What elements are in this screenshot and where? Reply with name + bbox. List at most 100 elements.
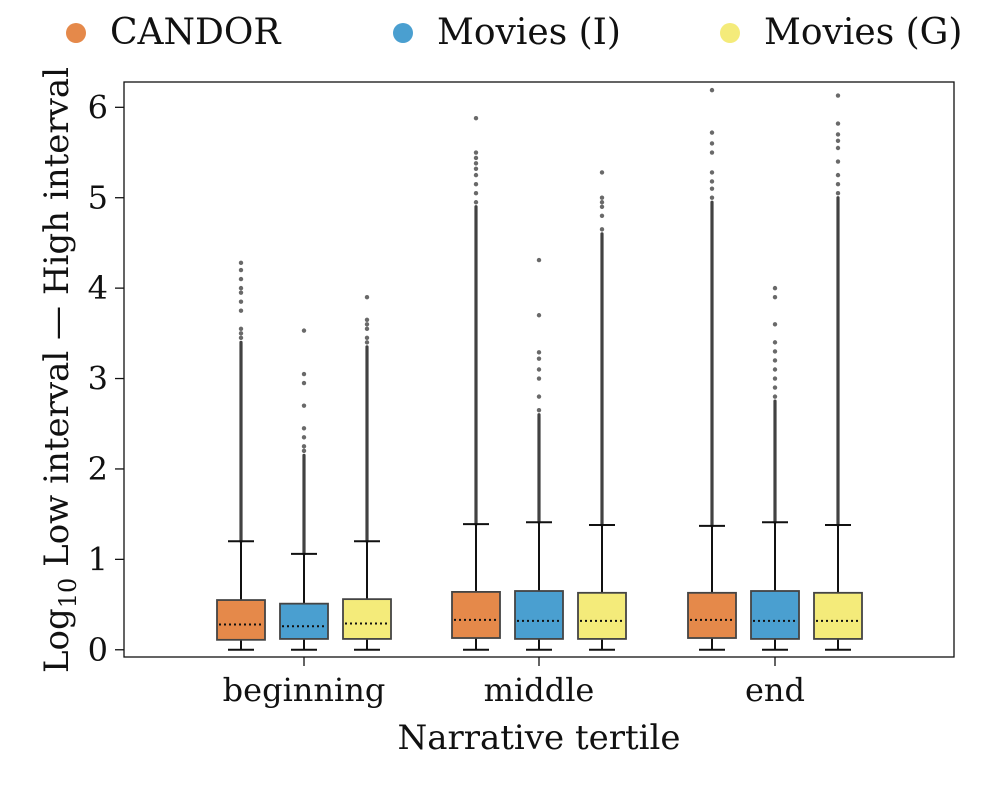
outlier-point (473, 166, 479, 171)
iqr-box (216, 599, 266, 641)
legend-marker-candor (66, 22, 86, 43)
y-axis-title-log: Log (37, 608, 77, 673)
outlier-point (301, 328, 307, 333)
outlier-point (301, 435, 307, 440)
y-tick-label: 1 (88, 540, 108, 578)
box-candor-middle (451, 115, 501, 651)
outlier-point (772, 340, 778, 345)
iqr-box (342, 598, 392, 640)
x-tick-label-beginning: beginning (223, 671, 386, 709)
outlier-point (835, 93, 841, 98)
outlier-point (301, 426, 307, 431)
outlier-point (238, 331, 244, 336)
outlier-point (473, 155, 479, 161)
outlier-point (364, 317, 370, 322)
y-axis-title-rest: Low interval — High interval (37, 67, 77, 578)
outlier-point (835, 172, 841, 178)
legend-label-movies-g: Movies (G) (764, 12, 963, 53)
iqr-box (514, 590, 564, 640)
outlier-point (473, 115, 479, 121)
outlier-point (364, 340, 370, 345)
outlier-point (709, 87, 715, 93)
outlier-point (835, 138, 841, 143)
outlier-point (238, 326, 244, 332)
y-tick-label: 2 (88, 450, 108, 488)
outlier-point (473, 150, 479, 155)
outlier-point (709, 179, 715, 184)
outlier-point (709, 186, 715, 191)
outlier-point (473, 181, 479, 187)
box-movies-g-end (813, 93, 863, 651)
legend-label-candor: CANDOR (110, 12, 281, 53)
outlier-point (536, 350, 542, 355)
x-tick-label-middle: middle (484, 671, 595, 709)
outlier-point (364, 294, 370, 300)
outlier-point (238, 260, 244, 266)
outlier-point (536, 376, 542, 381)
outlier-point (364, 335, 370, 341)
outlier-point (536, 356, 542, 361)
outlier-point (599, 204, 605, 209)
y-tick-label: 5 (88, 179, 108, 217)
outlier-point (709, 130, 715, 135)
outlier-point (301, 448, 307, 454)
legend-item-movies-g: Movies (G) (720, 12, 962, 53)
box-candor-beginning (216, 260, 266, 651)
box-movies-i-middle (514, 257, 564, 651)
outlier-point (301, 371, 307, 377)
outlier-point (772, 322, 778, 327)
iqr-box (577, 591, 627, 640)
outlier-point (835, 121, 841, 126)
outlier-point (238, 290, 244, 295)
legend-label-movies-i: Movies (I) (437, 12, 621, 53)
outlier-point (473, 161, 479, 166)
box-candor-end (687, 87, 737, 651)
outlier-point (835, 159, 841, 164)
outlier-point (536, 257, 542, 263)
outlier-point (709, 170, 715, 175)
outlier-point (536, 394, 542, 399)
outlier-point (238, 335, 244, 341)
outlier-point (301, 444, 307, 449)
legend-item-movies-i: Movies (I) (393, 12, 621, 53)
outlier-point (772, 376, 778, 381)
outlier-point (238, 299, 244, 304)
outlier-point (238, 267, 244, 273)
outlier-point (709, 150, 715, 155)
legend-item-candor: CANDOR (66, 12, 281, 53)
outlier-point (599, 200, 605, 205)
outlier-point (364, 326, 370, 332)
y-tick-label: 0 (88, 631, 108, 669)
outlier-point (772, 385, 778, 390)
y-tick-label: 6 (88, 88, 108, 126)
y-axis-title-subscript: 10 (54, 578, 82, 609)
outlier-point (835, 132, 841, 137)
x-tick-label-end: end (745, 671, 805, 709)
y-tick-label: 3 (88, 360, 108, 398)
legend-marker-movies-g (720, 22, 740, 43)
iqr-box (451, 591, 501, 639)
legend-marker-movies-i (393, 22, 413, 43)
x-axis-title: Narrative tertile (397, 718, 680, 758)
outlier-point (709, 141, 715, 146)
outlier-point (301, 380, 307, 386)
iqr-box (750, 590, 800, 640)
outlier-point (835, 145, 841, 151)
iqr-box (813, 591, 863, 640)
outlier-point (709, 195, 715, 200)
outlier-point (536, 407, 542, 413)
box-movies-i-end (750, 285, 800, 651)
outlier-point (301, 403, 307, 408)
outlier-point (473, 172, 479, 178)
box-movies-g-middle (577, 170, 627, 651)
outlier-point (473, 191, 479, 196)
box-movies-i-beginning (279, 328, 329, 651)
outlier-point (599, 227, 605, 232)
outlier-point (772, 349, 778, 354)
y-tick-label: 4 (88, 269, 108, 307)
y-axis-title: Log10 Low interval — High interval (37, 67, 82, 673)
iqr-box (687, 591, 737, 639)
outlier-point (238, 308, 244, 313)
outlier-point (772, 294, 778, 300)
